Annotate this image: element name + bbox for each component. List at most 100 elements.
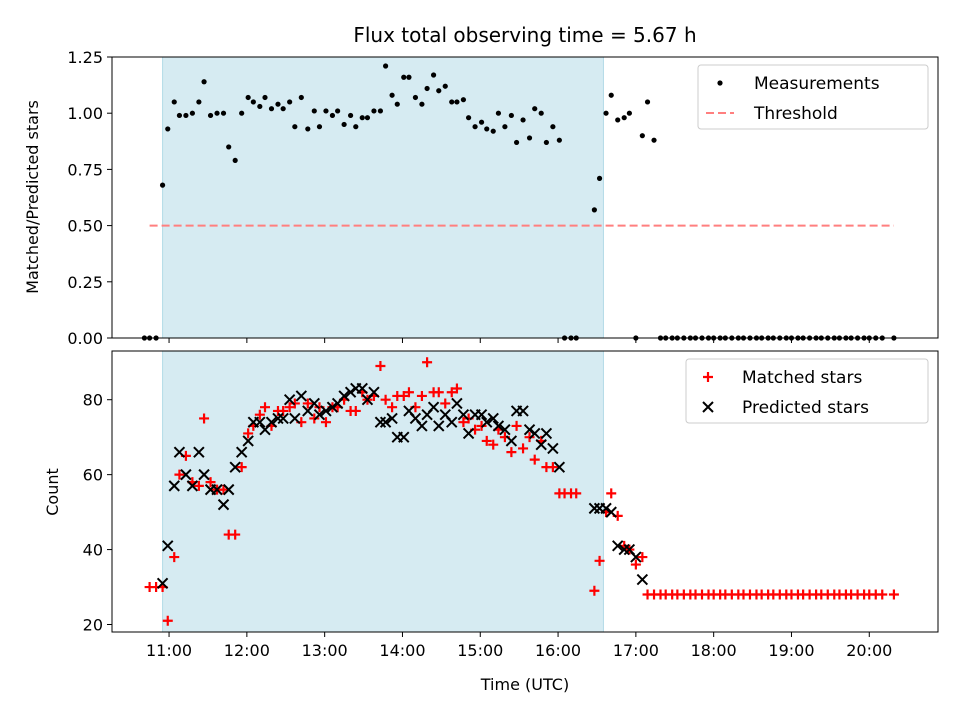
- measurements-point: [292, 124, 298, 130]
- predicted-stars-point: [313, 408, 326, 421]
- measurements-point: [502, 124, 508, 130]
- y-tick-label: 60: [83, 466, 103, 485]
- matched-stars-point: [230, 529, 241, 540]
- matched-stars-point: [571, 488, 582, 499]
- measurements-point: [442, 83, 448, 89]
- predicted-stars-point: [374, 416, 387, 428]
- matched-stars-point: [547, 462, 558, 473]
- predicted-stars-point: [446, 416, 458, 428]
- matched-stars-point: [169, 552, 180, 563]
- measurements-point: [591, 207, 597, 213]
- measurements-point: [359, 115, 365, 121]
- legend-box: [697, 64, 929, 130]
- predicted-stars-point: [416, 420, 428, 432]
- measurements-point: [377, 108, 384, 114]
- measurements-point: [401, 74, 407, 80]
- matched-stars-point: [375, 360, 386, 371]
- top-panel-frame: [111, 56, 939, 339]
- matched-stars-point: [174, 469, 185, 480]
- predicted-stars-point: [398, 431, 410, 443]
- y-tick-label: 1.00: [67, 104, 103, 123]
- legend-box: [685, 358, 929, 424]
- matched-stars-point: [888, 589, 899, 600]
- measurements-point: [371, 108, 377, 114]
- predicted-stars-point: [229, 461, 241, 473]
- x-tick-label: 18:00: [691, 641, 737, 660]
- predicted-stars-point: [535, 438, 547, 451]
- measurements-point: [245, 94, 251, 101]
- bottom-x-axis-label: Time (UTC): [480, 675, 569, 694]
- measurements-point: [176, 112, 183, 119]
- measurements-point: [305, 126, 311, 132]
- measurements-point: [165, 126, 171, 132]
- x-tick-label: 20:00: [846, 641, 892, 660]
- measurements-point: [335, 108, 341, 114]
- matched-stars-point: [309, 413, 320, 424]
- measurements-point: [323, 108, 329, 114]
- matched-stars-point: [320, 417, 331, 428]
- y-tick-label: 0.75: [67, 160, 103, 179]
- predicted-stars-point: [487, 412, 499, 425]
- matched-stars-point: [529, 454, 540, 465]
- measurements-point: [419, 101, 425, 107]
- predicted-stars-point: [217, 498, 230, 511]
- top-y-ticks: 0.00 0.25 0.50 0.75 1.00 1.25: [67, 48, 112, 348]
- bottom-panel-frame: [111, 350, 939, 633]
- measurements-point: [171, 99, 177, 105]
- predicted-stars-point: [198, 468, 210, 481]
- measurements-point: [478, 119, 485, 125]
- measurements-point: [651, 137, 657, 143]
- predicted-stars-point: [254, 416, 266, 428]
- matched-stars-point: [433, 387, 444, 398]
- predicted-stars-point: [505, 435, 518, 447]
- matched-stars-point: [350, 405, 361, 416]
- predicted-stars-point: [222, 483, 235, 496]
- predicted-stars-point: [344, 386, 357, 398]
- predicted-stars-point: [605, 506, 617, 518]
- y-tick-label: 80: [83, 391, 103, 410]
- predicted-stars-point: [193, 446, 205, 458]
- measurements-point: [472, 124, 478, 130]
- matched-stars-point: [284, 402, 295, 413]
- matched-stars-point: [506, 447, 517, 458]
- predicted-stars-point: [386, 412, 398, 425]
- y-tick-label: 0.50: [67, 217, 103, 236]
- x-tick-label: 16:00: [535, 641, 581, 660]
- matched-stars-point: [476, 420, 487, 431]
- predicted-stars-point: [326, 401, 339, 413]
- measurements-point: [201, 79, 207, 85]
- predicted-stars-point: [492, 420, 505, 432]
- matched-stars-point: [380, 394, 391, 405]
- measurements-point: [639, 133, 645, 139]
- top-legend: Measurements Threshold: [697, 64, 929, 130]
- matched-stars-point: [387, 402, 398, 413]
- predicted-stars-point: [540, 427, 553, 440]
- measurements-point: [262, 94, 268, 101]
- predicted-stars-point: [295, 390, 308, 402]
- bottom-x-ticks: 11:00 12:00 13:00 14:00 15:00 16:00 17:00 18:00…: [146, 632, 892, 660]
- measurements-point: [311, 108, 317, 114]
- matched-stars-point: [451, 383, 462, 394]
- measurements-point: [543, 139, 549, 146]
- x-tick-label: 12:00: [224, 641, 270, 660]
- measurements-point: [608, 92, 614, 98]
- top-panel-title: Flux total observing time = 5.67 h: [353, 23, 696, 47]
- measurements-point: [596, 175, 603, 181]
- legend-label: Predicted stars: [742, 398, 869, 418]
- predicted-stars-point: [517, 405, 529, 417]
- top-y-axis-label: Matched/Predicted stars: [23, 100, 42, 294]
- predicted-stars-point: [588, 502, 601, 515]
- x-tick-label: 17:00: [613, 641, 659, 660]
- measurements-point: [406, 74, 412, 80]
- matched-stars-point: [243, 428, 254, 439]
- predicted-stars-point: [283, 393, 296, 406]
- matched-stars-point: [458, 417, 469, 428]
- predicted-stars-point: [338, 390, 350, 402]
- predicted-stars-point: [553, 461, 566, 473]
- measurements-point: [250, 99, 256, 105]
- matched-stars-point: [511, 420, 522, 431]
- predicted-stars-point: [272, 412, 284, 425]
- measurements-point: [239, 110, 245, 116]
- measurements-point: [490, 128, 496, 134]
- measurements-point: [280, 106, 286, 112]
